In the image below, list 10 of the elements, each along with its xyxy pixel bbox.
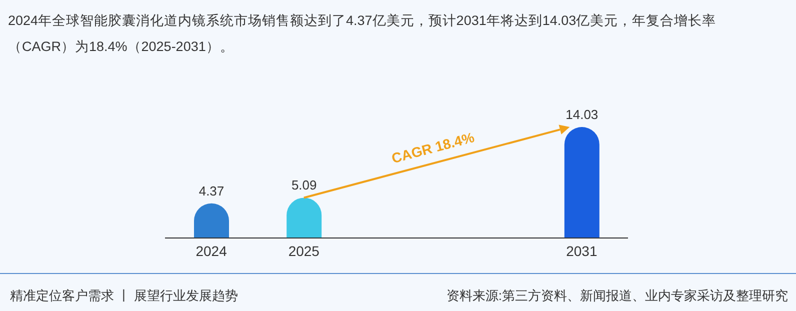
x-tick-label: 2024 [196, 242, 228, 259]
text: 精准定位客户需求 丨 展望行业发展趋势 [10, 287, 238, 305]
annotation: CAGR 18.4% [390, 128, 476, 166]
text: 资料来源:第三方资料、新闻报道、业内专家采访及整理研究 [446, 287, 788, 305]
data-label: 4.37 [198, 183, 224, 198]
data-label: 14.03 [566, 107, 598, 122]
x-tick-label: 2031 [566, 242, 598, 259]
data-label: 5.09 [291, 178, 317, 193]
x-tick-label: 2025 [288, 242, 320, 259]
chart-title: 2024年全球智能胶囊消化道内镜系统市场销售额达到了4.37亿美元，预计2031年将达到14.03亿美元，年复合增长率（CAGR）为18.4%（2025-2031）。 [8, 12, 718, 56]
